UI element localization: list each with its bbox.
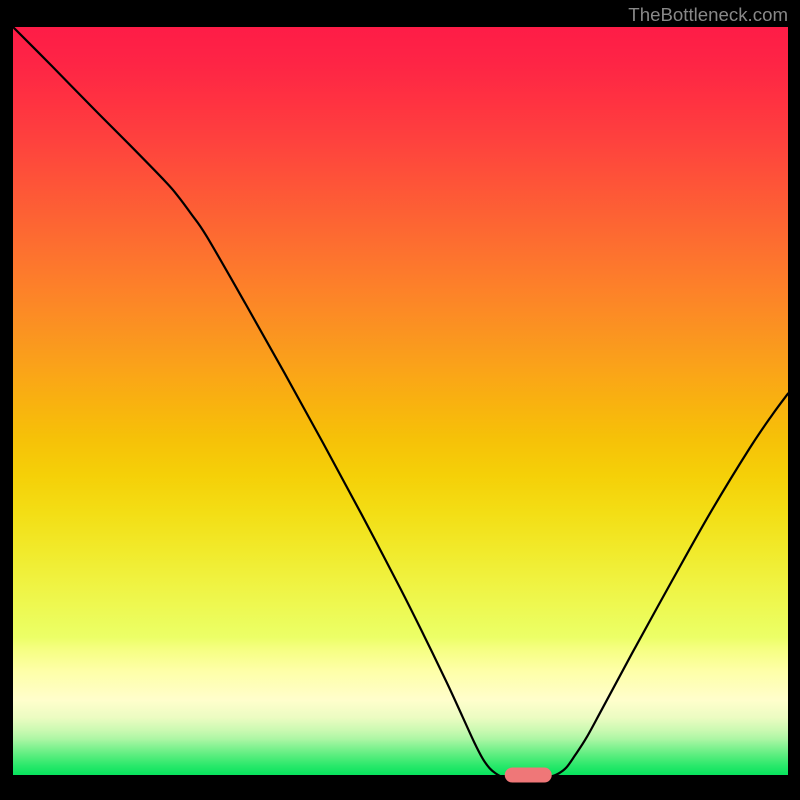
chart-frame: TheBottleneck.com [0, 0, 800, 800]
background-gradient [13, 27, 788, 775]
attribution-text: TheBottleneck.com [628, 4, 788, 26]
plot-area [13, 27, 788, 775]
optimal-marker [505, 768, 552, 783]
